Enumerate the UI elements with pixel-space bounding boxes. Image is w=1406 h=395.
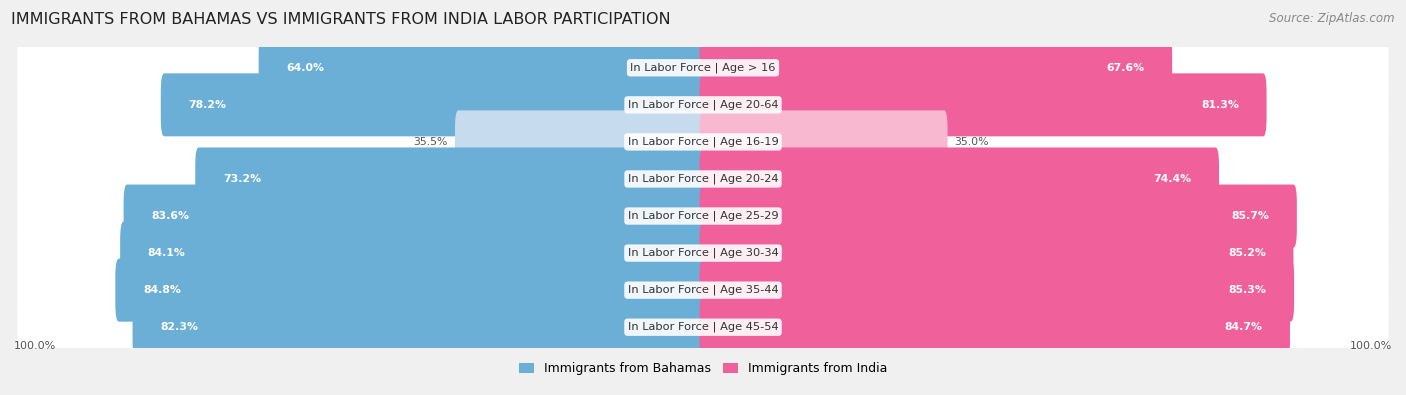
Text: 35.0%: 35.0% xyxy=(955,137,988,147)
Text: 78.2%: 78.2% xyxy=(188,100,226,110)
FancyBboxPatch shape xyxy=(115,259,706,322)
Text: 84.7%: 84.7% xyxy=(1225,322,1263,332)
FancyBboxPatch shape xyxy=(700,259,1294,322)
FancyBboxPatch shape xyxy=(700,296,1289,359)
FancyBboxPatch shape xyxy=(17,218,1389,288)
FancyBboxPatch shape xyxy=(700,222,1294,284)
FancyBboxPatch shape xyxy=(195,147,706,211)
FancyBboxPatch shape xyxy=(132,296,706,359)
Text: In Labor Force | Age 30-34: In Labor Force | Age 30-34 xyxy=(627,248,779,258)
Text: 84.1%: 84.1% xyxy=(148,248,186,258)
Text: 82.3%: 82.3% xyxy=(160,322,198,332)
FancyBboxPatch shape xyxy=(160,73,706,136)
FancyBboxPatch shape xyxy=(259,36,706,99)
FancyBboxPatch shape xyxy=(17,70,1389,140)
FancyBboxPatch shape xyxy=(17,255,1389,325)
Text: In Labor Force | Age 20-64: In Labor Force | Age 20-64 xyxy=(627,100,779,110)
FancyBboxPatch shape xyxy=(456,111,706,173)
FancyBboxPatch shape xyxy=(17,32,1389,103)
Text: 74.4%: 74.4% xyxy=(1153,174,1191,184)
Text: 83.6%: 83.6% xyxy=(152,211,190,221)
Text: 73.2%: 73.2% xyxy=(222,174,262,184)
Text: 85.7%: 85.7% xyxy=(1232,211,1270,221)
FancyBboxPatch shape xyxy=(700,73,1267,136)
Text: In Labor Force | Age 20-24: In Labor Force | Age 20-24 xyxy=(627,174,779,184)
FancyBboxPatch shape xyxy=(124,184,706,248)
FancyBboxPatch shape xyxy=(700,111,948,173)
FancyBboxPatch shape xyxy=(17,107,1389,177)
Text: In Labor Force | Age 45-54: In Labor Force | Age 45-54 xyxy=(627,322,779,333)
Text: In Labor Force | Age 35-44: In Labor Force | Age 35-44 xyxy=(627,285,779,295)
Text: In Labor Force | Age 16-19: In Labor Force | Age 16-19 xyxy=(627,137,779,147)
FancyBboxPatch shape xyxy=(700,36,1173,99)
Text: 67.6%: 67.6% xyxy=(1107,63,1144,73)
Text: 100.0%: 100.0% xyxy=(1350,342,1392,352)
FancyBboxPatch shape xyxy=(700,147,1219,211)
Text: 81.3%: 81.3% xyxy=(1201,100,1239,110)
FancyBboxPatch shape xyxy=(17,292,1389,363)
FancyBboxPatch shape xyxy=(700,184,1296,248)
Legend: Immigrants from Bahamas, Immigrants from India: Immigrants from Bahamas, Immigrants from… xyxy=(513,357,893,380)
FancyBboxPatch shape xyxy=(17,181,1389,251)
Text: In Labor Force | Age > 16: In Labor Force | Age > 16 xyxy=(630,62,776,73)
FancyBboxPatch shape xyxy=(120,222,706,284)
Text: 84.8%: 84.8% xyxy=(143,285,181,295)
FancyBboxPatch shape xyxy=(17,144,1389,214)
Text: 35.5%: 35.5% xyxy=(413,137,449,147)
Text: In Labor Force | Age 25-29: In Labor Force | Age 25-29 xyxy=(627,211,779,221)
Text: IMMIGRANTS FROM BAHAMAS VS IMMIGRANTS FROM INDIA LABOR PARTICIPATION: IMMIGRANTS FROM BAHAMAS VS IMMIGRANTS FR… xyxy=(11,12,671,27)
Text: 100.0%: 100.0% xyxy=(14,342,56,352)
Text: Source: ZipAtlas.com: Source: ZipAtlas.com xyxy=(1270,12,1395,25)
Text: 85.3%: 85.3% xyxy=(1229,285,1267,295)
Text: 85.2%: 85.2% xyxy=(1227,248,1265,258)
Text: 64.0%: 64.0% xyxy=(287,63,325,73)
